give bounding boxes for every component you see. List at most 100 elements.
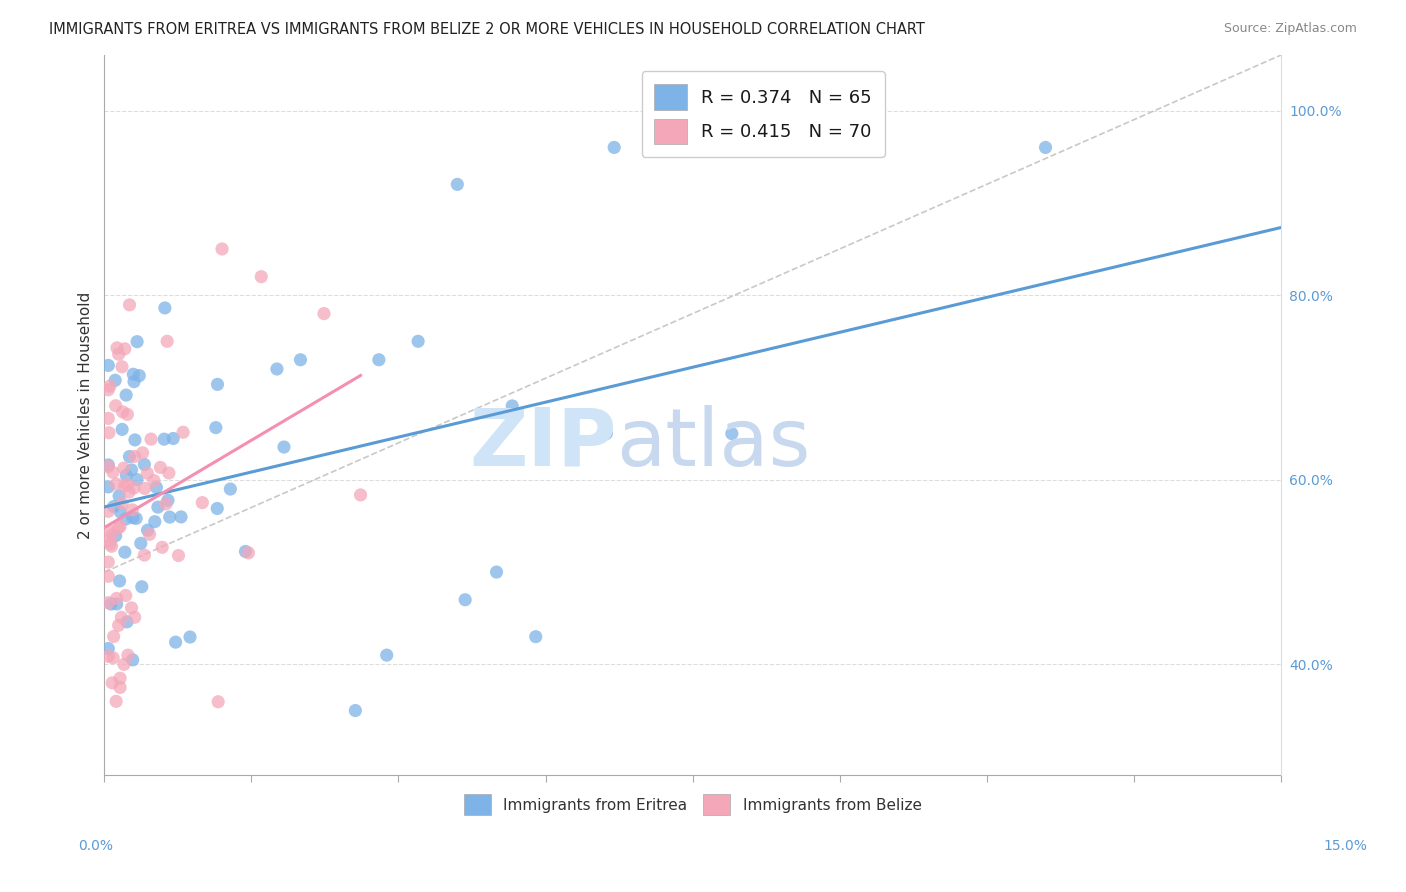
Point — [122, 481, 145, 495]
Point — [273, 440, 295, 454]
Y-axis label: 2 or more Vehicles in Household: 2 or more Vehicles in Household — [79, 292, 93, 539]
Point — [153, 432, 176, 446]
Point — [115, 388, 138, 402]
Text: IMMIGRANTS FROM ERITREA VS IMMIGRANTS FROM BELIZE 2 OR MORE VEHICLES IN HOUSEHOL: IMMIGRANTS FROM ERITREA VS IMMIGRANTS FR… — [49, 22, 925, 37]
Text: Source: ZipAtlas.com: Source: ZipAtlas.com — [1223, 22, 1357, 36]
Point — [159, 510, 181, 524]
Point — [124, 610, 146, 624]
Point — [97, 504, 120, 518]
Point — [207, 377, 229, 392]
Point — [101, 466, 124, 480]
Point — [110, 505, 132, 519]
Point — [603, 140, 626, 154]
Point — [105, 591, 128, 606]
Point — [112, 657, 135, 672]
Point — [235, 544, 257, 558]
Point — [97, 458, 120, 472]
Point — [595, 426, 617, 441]
Point — [172, 425, 194, 440]
Point — [117, 477, 139, 491]
Point — [97, 425, 120, 440]
Point — [101, 527, 124, 541]
Point — [128, 368, 150, 383]
Point — [167, 549, 190, 563]
Point — [112, 461, 135, 475]
Point — [446, 178, 468, 192]
Point — [103, 500, 125, 514]
Point — [129, 536, 152, 550]
Point — [107, 520, 129, 534]
Point — [97, 383, 120, 397]
Point — [150, 541, 173, 555]
Point — [134, 482, 156, 496]
Point — [349, 488, 371, 502]
Point — [125, 511, 148, 525]
Point — [111, 359, 134, 374]
Point — [114, 512, 136, 526]
Point — [97, 359, 120, 373]
Point — [118, 485, 141, 500]
Point — [115, 468, 138, 483]
Point — [143, 474, 166, 488]
Point — [136, 523, 159, 537]
Point — [114, 589, 136, 603]
Point — [124, 450, 146, 464]
Point — [115, 615, 138, 629]
Point — [312, 307, 335, 321]
Point — [108, 671, 131, 685]
Point — [101, 650, 124, 665]
Point — [155, 497, 177, 511]
Text: 0.0%: 0.0% — [79, 838, 112, 853]
Point — [107, 347, 129, 361]
Point — [139, 432, 162, 446]
Point — [485, 565, 508, 579]
Point — [122, 375, 145, 389]
Point — [98, 537, 121, 551]
Point — [104, 529, 127, 543]
Point — [501, 399, 523, 413]
Point — [179, 630, 201, 644]
Point — [207, 501, 229, 516]
Point — [125, 473, 148, 487]
Point — [97, 569, 120, 583]
Legend: Immigrants from Eritrea, Immigrants from Belize: Immigrants from Eritrea, Immigrants from… — [457, 788, 928, 822]
Point — [97, 596, 120, 610]
Point — [138, 527, 160, 541]
Point — [157, 466, 180, 480]
Text: ZIP: ZIP — [468, 405, 616, 483]
Point — [165, 635, 187, 649]
Point — [250, 269, 273, 284]
Point — [205, 420, 228, 434]
Point — [131, 580, 153, 594]
Point — [97, 649, 120, 664]
Point — [134, 458, 156, 472]
Point — [127, 334, 149, 349]
Point — [118, 298, 141, 312]
Point — [121, 510, 143, 524]
Point — [162, 432, 184, 446]
Text: 15.0%: 15.0% — [1323, 838, 1368, 853]
Point — [104, 373, 127, 387]
Point — [114, 342, 136, 356]
Point — [191, 495, 214, 509]
Point — [108, 489, 131, 503]
Point — [110, 610, 132, 624]
Point — [367, 352, 389, 367]
Point — [101, 676, 124, 690]
Point — [524, 630, 547, 644]
Point — [145, 480, 167, 494]
Point — [156, 493, 179, 508]
Point — [344, 704, 367, 718]
Point — [156, 334, 179, 349]
Point — [122, 368, 145, 382]
Point — [97, 533, 120, 548]
Point — [1035, 140, 1057, 154]
Point — [97, 411, 120, 425]
Point — [97, 555, 120, 569]
Point — [108, 519, 131, 533]
Point — [121, 653, 143, 667]
Point — [238, 546, 260, 560]
Point — [100, 597, 122, 611]
Point — [219, 482, 242, 496]
Point — [111, 405, 134, 419]
